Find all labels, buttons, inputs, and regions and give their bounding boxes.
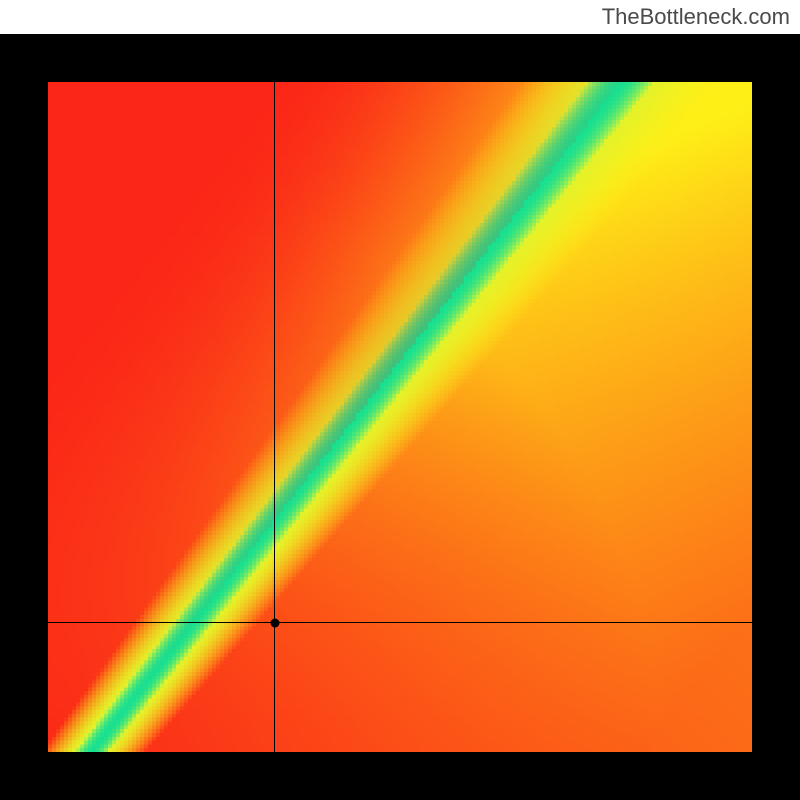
heatmap-plot-area bbox=[48, 82, 752, 752]
heatmap-canvas bbox=[48, 82, 752, 752]
watermark-text: TheBottleneck.com bbox=[602, 4, 790, 30]
